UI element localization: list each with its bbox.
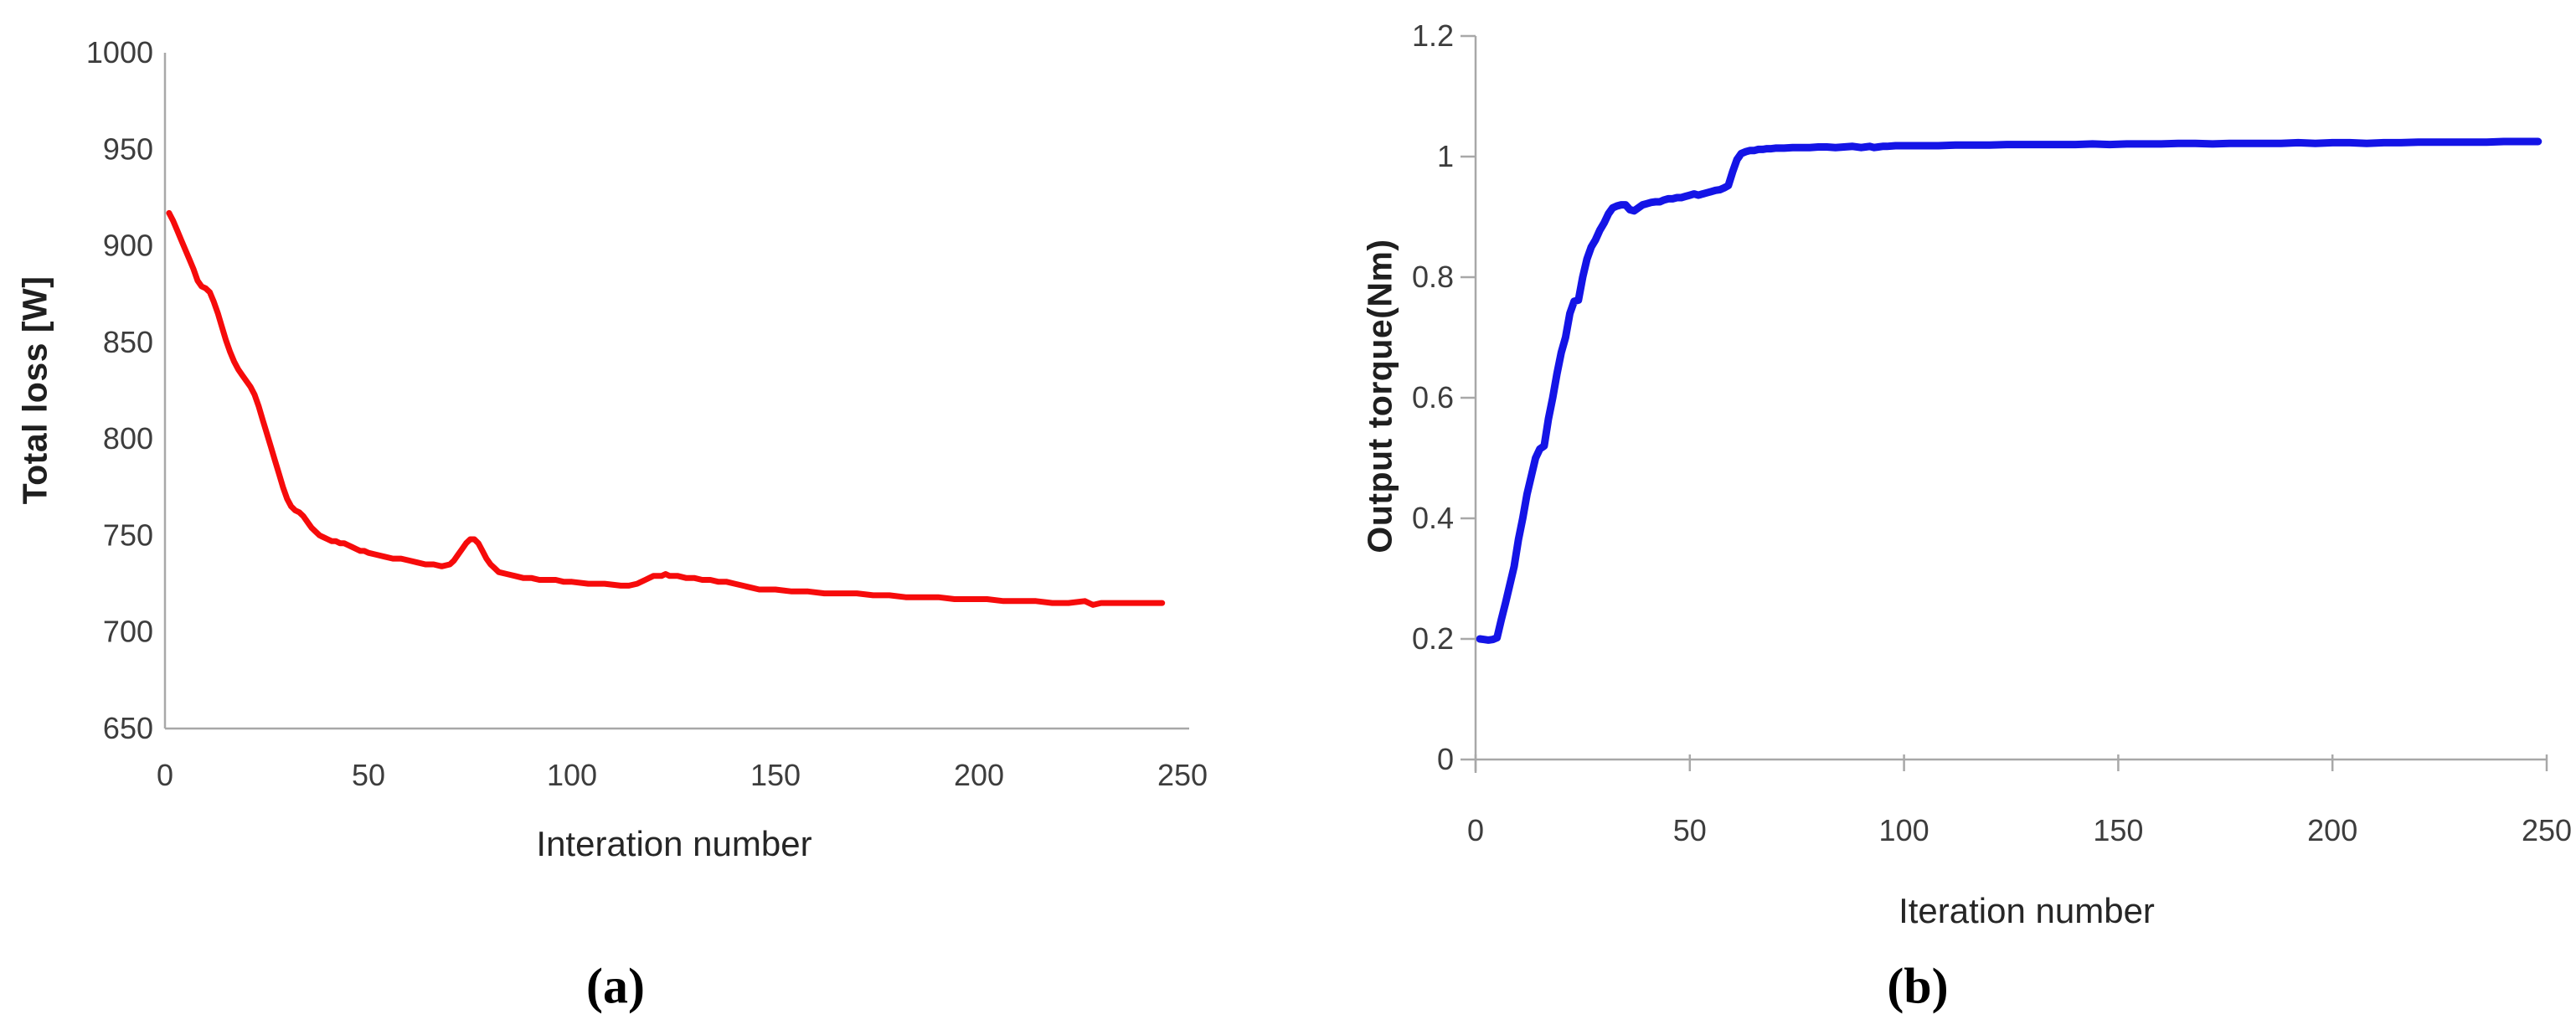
x-tick-label-a: 50 bbox=[352, 758, 385, 792]
y-tick-label-b: 0 bbox=[1437, 742, 1454, 776]
y-tick-label-a: 950 bbox=[103, 131, 153, 166]
x-tick-label-a: 0 bbox=[157, 758, 173, 792]
x-axis-title-b: Iteration number bbox=[1899, 891, 2155, 930]
y-axis-title-a: Total loss [W] bbox=[15, 275, 54, 505]
x-tick-label-b: 100 bbox=[1879, 813, 1929, 847]
y-tick-label-b: 0.2 bbox=[1412, 621, 1454, 656]
x-tick-label-a: 100 bbox=[547, 758, 597, 792]
y-tick-label-a: 700 bbox=[103, 615, 153, 649]
x-tick-label-b: 150 bbox=[2093, 813, 2143, 847]
x-tick-label-b: 250 bbox=[2522, 813, 2572, 847]
y-tick-label-b: 0.4 bbox=[1412, 501, 1454, 535]
y-tick-label-a: 850 bbox=[103, 325, 153, 359]
x-axis-title-a: Interation number bbox=[536, 824, 812, 863]
y-tick-label-b: 1 bbox=[1437, 139, 1454, 173]
x-tick-label-a: 250 bbox=[1157, 758, 1208, 792]
series-line-b bbox=[1476, 137, 2543, 644]
y-tick-label-a: 750 bbox=[103, 518, 153, 552]
x-tick-label-a: 200 bbox=[954, 758, 1004, 792]
y-tick-label-a: 800 bbox=[103, 421, 153, 456]
series-line-a bbox=[166, 209, 1166, 608]
y-tick-label-b: 0.6 bbox=[1412, 380, 1454, 415]
y-tick-label-a: 900 bbox=[103, 229, 153, 263]
x-tick-label-b: 200 bbox=[2307, 813, 2357, 847]
y-tick-label-a: 650 bbox=[103, 711, 153, 745]
y-axis-title-b: Output torque(Nm) bbox=[1360, 239, 1399, 554]
x-tick-label-a: 150 bbox=[750, 758, 801, 792]
x-tick-label-b: 50 bbox=[1673, 813, 1707, 847]
caption-b: (b) bbox=[1887, 958, 1949, 1014]
caption-a: (a) bbox=[586, 958, 645, 1014]
x-tick-label-b: 0 bbox=[1467, 813, 1484, 847]
y-tick-label-a: 1000 bbox=[86, 35, 153, 70]
y-tick-label-b: 1.2 bbox=[1412, 18, 1454, 53]
y-tick-label-b: 0.8 bbox=[1412, 260, 1454, 294]
